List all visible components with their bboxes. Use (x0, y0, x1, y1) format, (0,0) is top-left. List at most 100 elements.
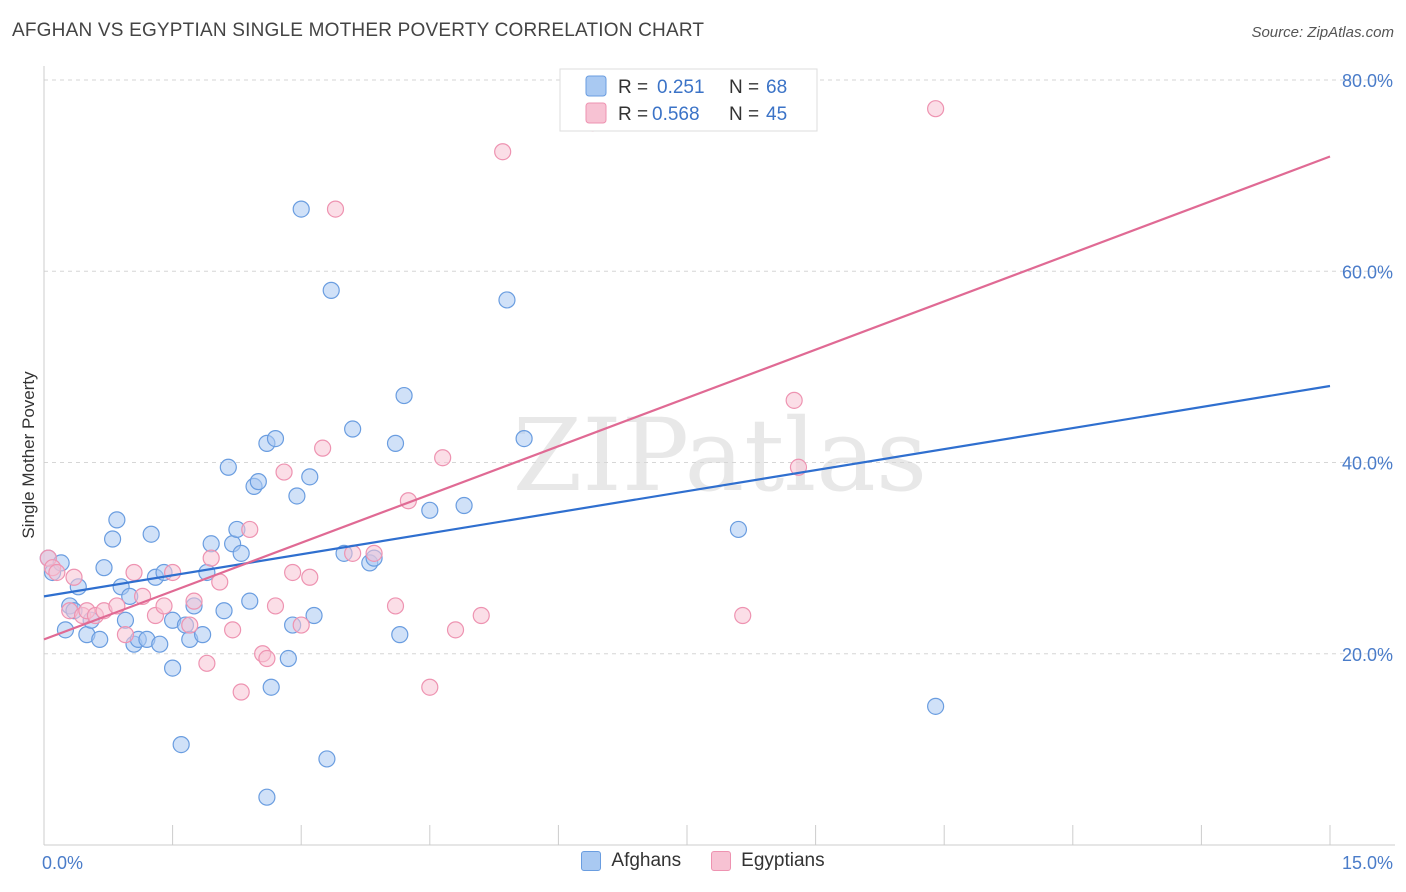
egyptians-point (734, 606, 752, 625)
afghans-point (91, 630, 109, 649)
afghans-point (305, 606, 323, 625)
egyptians-point (275, 463, 293, 481)
afghans-point (241, 592, 259, 610)
afghans-point (202, 535, 220, 553)
legend-egyptians-n-label: N = (729, 104, 759, 125)
legend-egyptians-swatch (585, 102, 607, 124)
egyptians-point (365, 544, 383, 562)
legend-egyptians-r-label: R = (618, 104, 648, 125)
afghans-point (258, 788, 276, 806)
watermark-text: ZIPatlas (513, 397, 928, 514)
egyptians-point (292, 616, 310, 634)
afghans-point (288, 487, 306, 505)
afghans-point (103, 530, 122, 548)
y-tick-label: 60.0% (1342, 262, 1393, 282)
egyptians-point (164, 563, 182, 582)
y-tick-label: 40.0% (1342, 454, 1393, 474)
afghans-point (301, 468, 319, 486)
afghans-point (215, 602, 233, 620)
afghans-point (515, 429, 533, 448)
egyptians-point (155, 597, 173, 615)
egyptians-point (266, 597, 285, 615)
afghans-point (395, 386, 413, 405)
legend-afghans-r-label: R = (618, 77, 648, 98)
legend-afghans-n-value: 68 (766, 77, 787, 98)
egyptians-point (472, 606, 490, 625)
egyptians-point (232, 683, 250, 701)
egyptians-point (314, 439, 332, 457)
egyptians-point (65, 568, 83, 586)
afghans-point (142, 525, 160, 543)
afghans-swatch (581, 851, 602, 871)
afghans-point (164, 659, 182, 677)
egyptians-point (185, 592, 203, 610)
afghans-point (279, 649, 297, 668)
legend-egyptians-n-value: 45 (766, 104, 787, 125)
egyptians-point (48, 563, 66, 582)
egyptians-point (241, 520, 259, 539)
afghans-point (172, 735, 190, 754)
egyptians-point (301, 568, 319, 586)
egyptians-label: Egyptians (741, 850, 825, 871)
afghans-label: Afghans (611, 850, 682, 871)
egyptians-point (386, 597, 405, 615)
legend-afghans-n-label: N = (729, 77, 759, 98)
afghans-point (498, 291, 516, 309)
egyptians-point (326, 200, 345, 218)
legend-item-egyptians: Egyptians (711, 850, 825, 872)
y-axis-title: Single Mother Poverty (19, 371, 38, 539)
afghans-point (95, 559, 113, 577)
afghans-point (266, 429, 285, 448)
egyptians-point (202, 549, 220, 567)
egyptians-point (446, 621, 465, 639)
afghans-point (219, 458, 237, 476)
egyptians-point (198, 654, 216, 672)
egyptians-point (284, 563, 302, 582)
y-tick-label: 20.0% (1342, 645, 1393, 665)
afghans-point (322, 281, 340, 299)
afghans-point (729, 520, 748, 539)
axes: 20.0% 40.0% 60.0% 80.0% 0.0% 15.0% (42, 66, 1395, 873)
egyptians-point (224, 621, 242, 639)
y-tick-label: 80.0% (1342, 71, 1393, 91)
afghans-point (344, 420, 362, 438)
afghans-point (927, 697, 945, 715)
trend-lines (43, 155, 1331, 641)
afghans-trend-line (43, 384, 1331, 598)
afghans-point (232, 544, 250, 562)
data-points (39, 100, 945, 806)
egyptians-point (125, 563, 143, 582)
egyptians-trend-line (43, 155, 1331, 641)
legend-afghans-swatch (585, 75, 607, 97)
afghans-point (116, 611, 135, 629)
egyptians-point (785, 391, 803, 409)
egyptians-point (116, 626, 135, 644)
x-tick-label: 0.0% (42, 853, 83, 873)
egyptians-swatch (711, 851, 732, 871)
afghans-point (455, 496, 473, 515)
afghans-point (421, 501, 439, 519)
egyptians-point (181, 616, 199, 634)
watermark: ZIPatlas (513, 397, 928, 514)
source-credit: Source: ZipAtlas.com (1251, 24, 1394, 41)
afghans-point (386, 434, 405, 452)
legend-afghans-r-value: 0.251 (657, 77, 705, 98)
afghans-point (151, 635, 169, 653)
afghans-point (318, 750, 336, 768)
afghans-point (262, 678, 280, 696)
afghans-point (249, 473, 267, 491)
afghans-point (391, 626, 409, 644)
series-legend: Afghans Egyptians (0, 850, 1406, 872)
egyptians-point (494, 143, 512, 161)
afghans-point (108, 511, 126, 529)
legend-egyptians-r-value: 0.568 (652, 104, 700, 125)
legend-item-afghans: Afghans (581, 850, 681, 872)
correlation-legend: R = 0.251 N = 68 R = 0.568 N = 45 (559, 68, 818, 132)
egyptians-point (421, 678, 439, 696)
egyptians-point (927, 100, 945, 118)
afghans-point (194, 626, 212, 644)
afghans-point (292, 200, 310, 218)
grid (44, 79, 1395, 655)
x-tick-label: 15.0% (1342, 853, 1393, 873)
